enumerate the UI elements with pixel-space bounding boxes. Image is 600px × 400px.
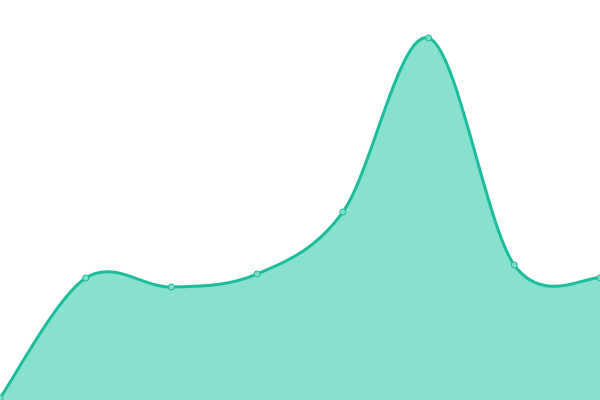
- data-point-5: [425, 34, 433, 42]
- area-fill: [0, 37, 600, 400]
- data-point-1: [82, 274, 90, 282]
- data-point-0: [0, 394, 4, 400]
- data-point-3: [253, 270, 261, 278]
- data-point-7: [596, 274, 600, 282]
- data-point-6: [510, 261, 518, 269]
- series-line: [0, 36, 600, 399]
- data-point-2: [167, 283, 175, 291]
- data-point-4: [339, 208, 347, 216]
- data-points: [0, 34, 600, 400]
